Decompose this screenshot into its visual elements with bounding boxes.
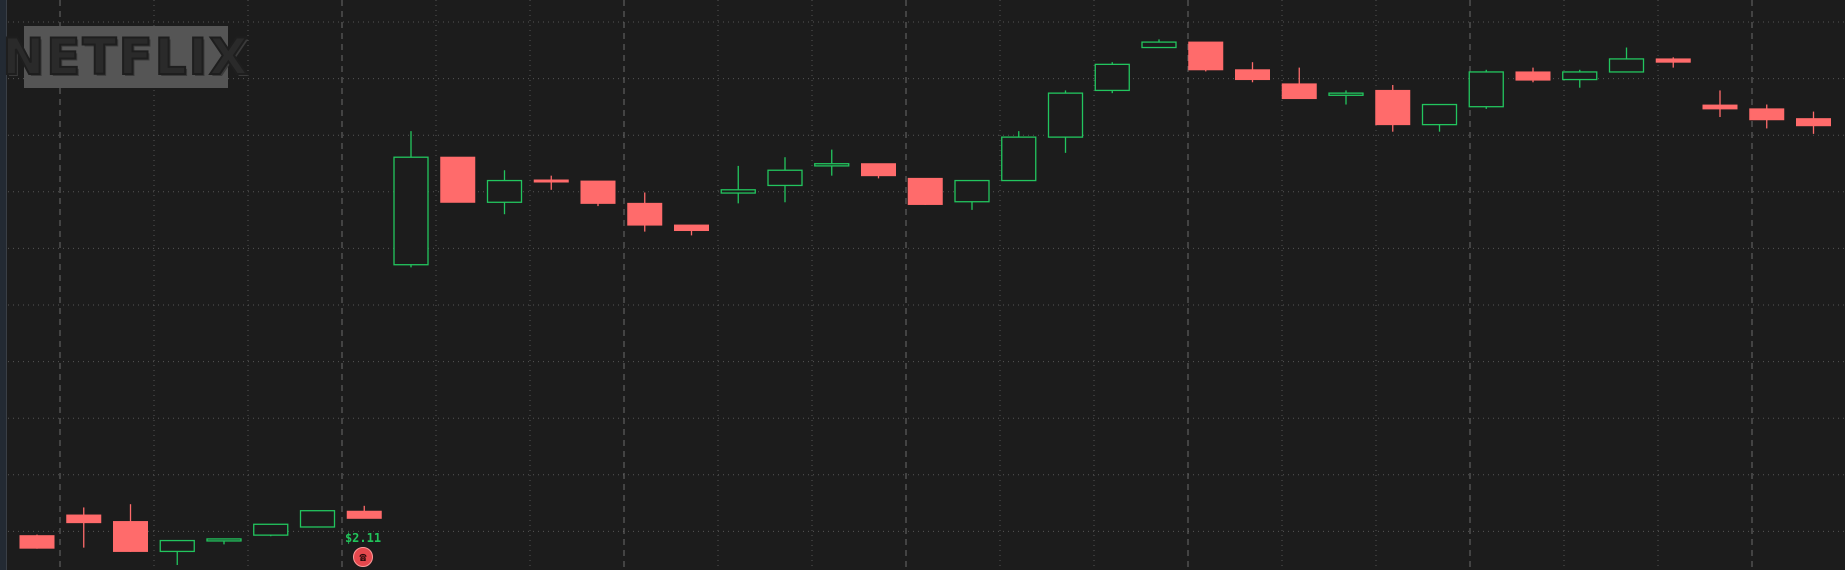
candle-body-up [767, 169, 803, 187]
candle[interactable] [1001, 131, 1037, 182]
candle-body-up [1562, 71, 1598, 81]
candle[interactable] [393, 131, 429, 268]
candle[interactable] [814, 149, 850, 176]
candle-body-up [206, 538, 242, 542]
candle-body-down [861, 163, 896, 177]
candle-body-up [1468, 71, 1504, 108]
candle[interactable] [767, 157, 803, 203]
candle-body-up [814, 163, 850, 167]
earnings-phone-icon[interactable]: ☎ [353, 547, 373, 567]
candle-body-up [253, 523, 289, 536]
candle[interactable] [580, 180, 616, 207]
candle[interactable] [299, 510, 336, 528]
candle-body-up [486, 179, 523, 203]
candle-body-up [1094, 63, 1130, 92]
candle-body-down [1235, 69, 1270, 81]
candle[interactable] [1188, 41, 1224, 72]
candle-body-down [346, 510, 382, 519]
candle-body-down [674, 224, 709, 232]
candle-body-up [1608, 58, 1645, 73]
grid-lines [8, 0, 1845, 570]
candle[interactable] [66, 507, 102, 548]
candle-body-up [1001, 136, 1037, 182]
candle[interactable] [346, 505, 382, 519]
candle-body-up [720, 189, 756, 194]
candle[interactable] [1421, 103, 1458, 132]
candle[interactable] [1562, 69, 1598, 88]
candle[interactable] [1375, 84, 1411, 132]
candle-body-up [1328, 92, 1364, 96]
logo-text: NETFLIX [1, 27, 250, 87]
candle-body-down [1796, 118, 1831, 127]
candle[interactable] [253, 523, 289, 537]
candle[interactable] [1047, 90, 1084, 153]
candle[interactable] [113, 504, 148, 552]
netflix-logo: NETFLIX [1, 26, 249, 88]
candle-body-up [299, 510, 336, 528]
candle-body-down [1188, 41, 1224, 71]
candle[interactable] [1328, 90, 1364, 105]
candle[interactable] [206, 538, 242, 545]
candle[interactable] [19, 534, 55, 549]
earnings-price-label: $2.11 [344, 531, 382, 545]
candle-body-up [159, 539, 195, 553]
candle[interactable] [1749, 104, 1785, 129]
candle[interactable] [1655, 57, 1691, 68]
candle-body-down [907, 177, 943, 205]
candle[interactable] [1702, 90, 1738, 118]
candle[interactable] [1608, 47, 1645, 73]
candle[interactable] [486, 170, 523, 215]
candle[interactable] [1141, 39, 1177, 49]
candle[interactable] [1796, 111, 1831, 134]
candle-body-down [1702, 104, 1738, 110]
candle-body-down [66, 514, 102, 524]
candle[interactable] [159, 539, 195, 565]
candle-body-down [580, 180, 616, 204]
candle-body-down [440, 156, 476, 203]
candle-body-down [1281, 83, 1317, 100]
candle-body-down [19, 535, 55, 549]
candle-body-up [1047, 92, 1084, 138]
candle[interactable] [533, 175, 569, 190]
candle-body-down [627, 202, 663, 226]
candle[interactable] [1281, 67, 1317, 100]
candle[interactable] [674, 224, 709, 236]
candle-body-down [533, 179, 569, 183]
candle-body-up [1421, 103, 1458, 126]
candle-body-down [1749, 108, 1785, 121]
candle-body-down [113, 521, 148, 552]
candle-body-up [954, 179, 990, 203]
candle[interactable] [907, 177, 943, 205]
candle[interactable] [720, 165, 756, 204]
candle[interactable] [861, 163, 896, 179]
left-edge-border [0, 0, 7, 570]
candle[interactable] [440, 156, 476, 203]
candle[interactable] [1515, 67, 1551, 83]
candle[interactable] [627, 192, 663, 232]
candle-body-up [393, 156, 429, 266]
candle-body-down [1375, 89, 1411, 126]
candle[interactable] [1235, 62, 1270, 83]
candle[interactable] [1094, 62, 1130, 94]
candles [19, 39, 1831, 565]
candle[interactable] [954, 179, 990, 210]
candle[interactable] [1468, 69, 1504, 109]
candle-body-up [1141, 41, 1177, 49]
candle-body-down [1515, 71, 1551, 81]
candle-body-down [1655, 58, 1691, 63]
